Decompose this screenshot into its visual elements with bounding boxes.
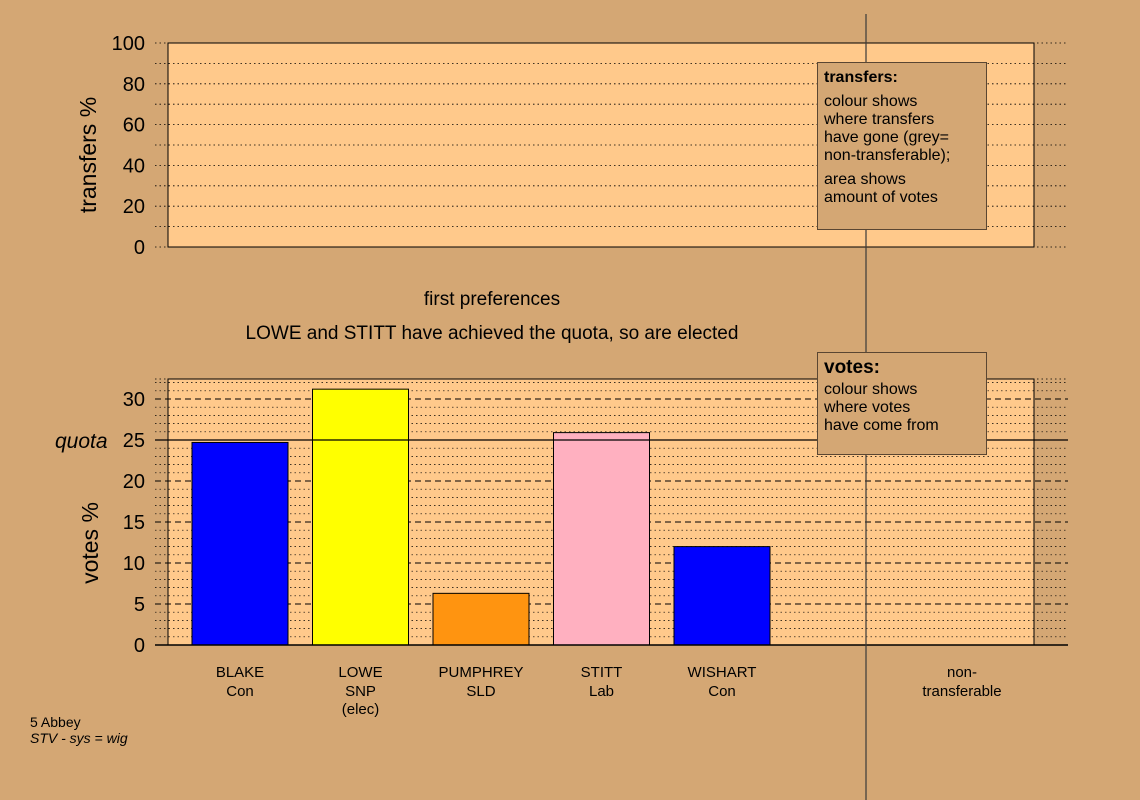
chart-title: first preferences bbox=[424, 289, 560, 310]
votes-y-axis-label: votes % bbox=[77, 502, 103, 584]
legend-votes-title: votes: bbox=[824, 357, 880, 378]
x-label-non-transferable: non- bbox=[947, 664, 977, 681]
transfers-y-tick-label: 60 bbox=[123, 115, 145, 137]
x-label-non-transferable: transferable bbox=[922, 683, 1001, 700]
x-label-candidate: WISHART bbox=[688, 664, 757, 681]
x-label-party: SLD bbox=[466, 683, 495, 700]
votes-y-tick-label: 20 bbox=[123, 471, 145, 493]
footnote-area-name: 5 Abbey bbox=[30, 714, 81, 730]
legend-transfers-line: amount of votes bbox=[824, 189, 938, 206]
votes-y-tick-label: 0 bbox=[134, 635, 145, 657]
legend-votes-line: have come from bbox=[824, 417, 939, 434]
footnote: 5 Abbey STV - sys = wig bbox=[30, 714, 128, 746]
votes-y-tick-label: 30 bbox=[123, 389, 145, 411]
legend-transfers: transfers: colour shows where transfers … bbox=[817, 62, 987, 230]
legend-transfers-line: colour shows bbox=[824, 93, 918, 110]
chart-subtitle: LOWE and STITT have achieved the quota, … bbox=[246, 323, 739, 344]
quota-label: quota bbox=[55, 430, 108, 453]
x-label-candidate: STITT bbox=[581, 664, 623, 681]
votes-y-tick-label: 5 bbox=[134, 594, 145, 616]
legend-transfers-line: where transfers bbox=[824, 111, 935, 128]
footnote-system: STV - sys = wig bbox=[30, 730, 128, 746]
legend-transfers-line: area shows bbox=[824, 171, 906, 188]
bar-blake bbox=[191, 441, 289, 646]
bar-stitt bbox=[553, 432, 650, 646]
x-label-candidate: LOWE bbox=[338, 664, 382, 681]
votes-y-tick-label: 10 bbox=[123, 553, 145, 575]
votes-y-tick-label: 15 bbox=[123, 512, 145, 534]
bar-wishart bbox=[673, 546, 771, 646]
transfers-y-tick-label: 0 bbox=[134, 237, 145, 259]
legend-votes: votes: colour shows where votes have com… bbox=[817, 352, 987, 455]
x-label-party: Lab bbox=[589, 683, 614, 700]
transfers-y-axis-label: transfers % bbox=[75, 97, 101, 213]
votes-y-tick-label: 25 bbox=[123, 430, 145, 452]
transfers-y-tick-label: 20 bbox=[123, 196, 145, 218]
x-label-party: SNP bbox=[345, 683, 376, 700]
legend-transfers-line: have gone (grey= bbox=[824, 129, 949, 146]
legend-votes-line: where votes bbox=[824, 399, 911, 416]
legend-transfers-title: transfers: bbox=[824, 69, 898, 86]
bar-pumphrey bbox=[432, 592, 530, 646]
x-label-party: Con bbox=[226, 683, 254, 700]
x-label-candidate: PUMPHREY bbox=[438, 664, 523, 681]
x-label-note: (elec) bbox=[342, 701, 380, 718]
transfers-y-tick-label: 100 bbox=[112, 33, 145, 55]
x-label-party: Con bbox=[708, 683, 736, 700]
transfers-y-tick-label: 80 bbox=[123, 74, 145, 96]
x-label-candidate: BLAKE bbox=[216, 664, 264, 681]
legend-votes-line: colour shows bbox=[824, 381, 918, 398]
legend-transfers-line: non-transferable); bbox=[824, 147, 951, 164]
transfers-y-tick-label: 40 bbox=[123, 155, 145, 177]
bar-lowe bbox=[312, 388, 409, 646]
